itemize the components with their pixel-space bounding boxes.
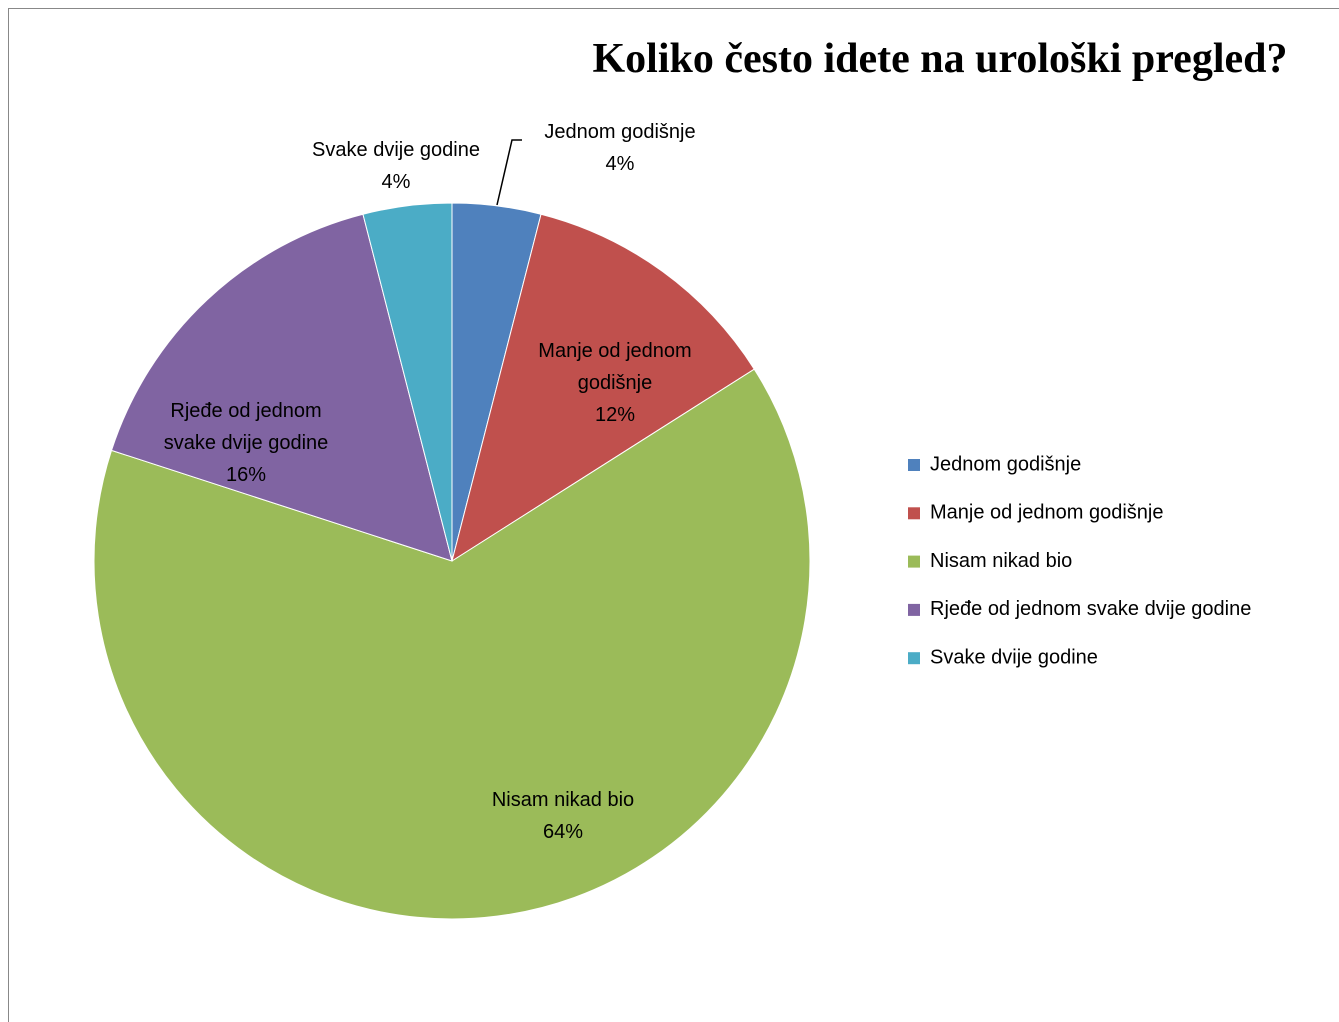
chart-title: Koliko često idete na urološki pregled? (593, 36, 1288, 82)
data-label-value: 16% (225, 464, 267, 486)
legend-swatch (908, 603, 920, 616)
data-label-value: 4% (605, 153, 635, 175)
data-label-value: 4% (381, 171, 411, 193)
data-label-category: Svake dvije godine (312, 139, 480, 161)
data-label-category: Rjeđe od jednom svake dvije godine (163, 400, 329, 454)
data-label: Jednom godišnje 4% (510, 116, 730, 180)
legend-label: Rjeđe od jednom svake dvije godine (930, 598, 1251, 620)
data-label-category: Nisam nikad bio (491, 789, 635, 811)
chart-border (8, 8, 1339, 1022)
data-label: Manje od jednom godišnje 12% (515, 335, 715, 431)
legend-label: Manje od jednom godišnje (930, 502, 1164, 524)
legend-label: Nisam nikad bio (930, 550, 1072, 572)
pie-slice (93, 368, 811, 920)
legend-swatch (908, 555, 920, 568)
legend-label: Jednom godišnje (930, 453, 1081, 475)
data-label-category: Manje od jednom godišnje (538, 340, 692, 394)
pie-slice (110, 213, 453, 562)
data-label-category: Jednom godišnje (544, 121, 696, 143)
legend-swatch (908, 652, 920, 665)
leader-line (496, 139, 522, 206)
legend-swatch (908, 507, 920, 520)
legend-swatch (908, 459, 920, 471)
data-label: Nisam nikad bio 64% (463, 784, 663, 848)
data-label: Rjeđe od jednom svake dvije godine 16% (146, 395, 346, 491)
data-label-value: 64% (542, 821, 584, 843)
data-label-value: 12% (594, 404, 636, 426)
legend-label: Svake dvije godine (930, 646, 1098, 668)
data-label: Svake dvije godine 4% (286, 134, 506, 198)
pie-slice (451, 213, 755, 563)
pie-slice (362, 202, 453, 562)
